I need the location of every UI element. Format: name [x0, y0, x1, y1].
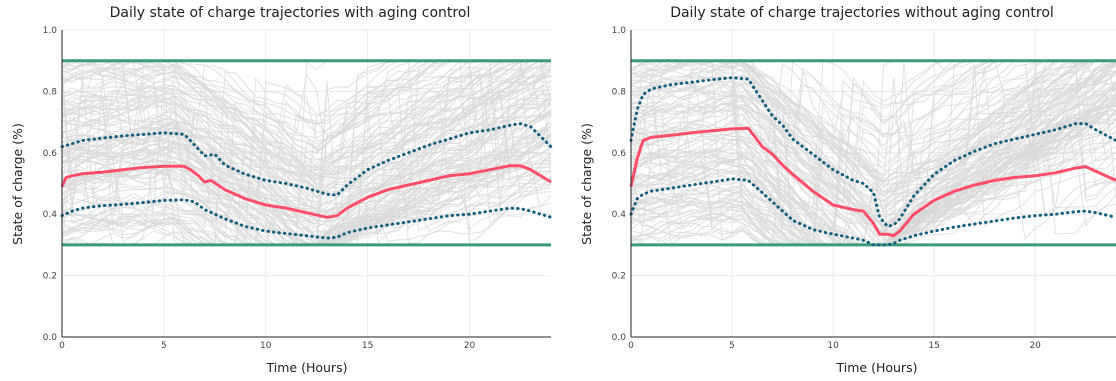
y-axis-label: State of charge (%) — [10, 123, 25, 245]
y-tick-label: 0.6 — [612, 149, 627, 159]
y-tick-label: 1.0 — [612, 26, 627, 36]
trajectory-line — [61, 60, 552, 182]
trajectory-line — [61, 60, 552, 229]
lower-bound-line — [629, 177, 1116, 247]
tick-labels: 0 5 10 15 20 0.0 0.2 0.4 0.6 0.8 1.0 — [43, 26, 476, 351]
axes — [630, 30, 1116, 338]
x-tick-label: 20 — [1029, 341, 1041, 351]
trajectory-line — [630, 63, 1116, 244]
trajectory-line — [630, 70, 1116, 213]
trajectory-line — [61, 60, 551, 245]
trajectory-line — [61, 83, 552, 198]
upper-bound-line — [60, 122, 553, 197]
series-lines — [629, 76, 1116, 247]
trajectory-line — [630, 59, 1116, 246]
y-tick-label: 0.8 — [43, 87, 58, 97]
trajectory-line — [630, 60, 1116, 184]
y-tick-label: 0.0 — [612, 333, 627, 343]
y-tick-label: 0.6 — [43, 149, 58, 159]
trajectory-line — [630, 60, 1116, 246]
mean-soc-line — [629, 126, 1116, 238]
trajectory-line — [61, 76, 552, 187]
x-tick-label: 5 — [729, 341, 735, 351]
trajectory-line — [61, 96, 552, 211]
y-tick-label: 1.0 — [43, 26, 58, 36]
y-tick-label: 0.4 — [43, 210, 58, 220]
y-tick-label: 0.2 — [43, 272, 57, 282]
trajectory-line — [62, 60, 551, 222]
y-axis-label: State of charge (%) — [579, 123, 594, 245]
y-tick-label: 0.4 — [612, 210, 627, 220]
x-tick-label: 15 — [362, 341, 373, 351]
trajectory-line — [630, 60, 1116, 246]
trajectory-line — [630, 98, 1116, 232]
mean-soc-line — [60, 164, 552, 219]
y-tick-label: 0.2 — [612, 272, 626, 282]
chart-with-aging-control: Daily state of charge trajectories with … — [10, 5, 553, 375]
x-tick-label: 5 — [161, 341, 167, 351]
y-tick-label: 0.8 — [612, 87, 627, 97]
x-axis-label: Time (Hours) — [266, 360, 348, 375]
trajectory-line — [630, 60, 1116, 152]
chart-title: Daily state of charge trajectories witho… — [670, 5, 1054, 21]
upper-bound-line — [629, 76, 1116, 228]
trajectory-line — [61, 60, 551, 187]
x-tick-label: 0 — [59, 341, 65, 351]
trajectory-line — [61, 60, 551, 204]
trajectory-line — [630, 60, 1116, 246]
x-tick-label: 15 — [928, 341, 939, 351]
lower-bound-line — [60, 198, 553, 240]
trajectory-line — [630, 60, 1116, 246]
trajectory-line — [61, 135, 552, 239]
chart-without-aging-control: Daily state of charge trajectories witho… — [579, 5, 1116, 375]
x-tick-label: 10 — [827, 341, 839, 351]
trajectory-line — [630, 61, 1116, 211]
x-axis-label: Time (Hours) — [836, 360, 918, 375]
axes — [61, 30, 551, 338]
trajectory-line — [61, 68, 552, 246]
trajectory-line — [630, 78, 1116, 215]
tick-labels: 0 5 10 15 20 0.0 0.2 0.4 0.6 0.8 1.0 — [612, 26, 1041, 351]
trajectory-line — [61, 60, 551, 163]
trajectory-lines — [61, 60, 552, 246]
trajectory-line — [61, 60, 552, 223]
x-tick-label: 10 — [260, 341, 272, 351]
trajectory-line — [61, 60, 551, 163]
trajectory-line — [630, 62, 1116, 207]
trajectory-line — [630, 60, 1116, 246]
trajectory-line — [61, 60, 551, 154]
series-lines — [60, 122, 553, 240]
trajectory-line — [61, 60, 552, 189]
x-tick-label: 0 — [628, 341, 634, 351]
trajectory-line — [630, 60, 1116, 201]
soc-limit-lines — [62, 59, 551, 247]
trajectory-line — [630, 60, 1116, 175]
y-tick-label: 0.0 — [43, 333, 58, 343]
chart-title: Daily state of charge trajectories with … — [110, 5, 471, 21]
x-tick-label: 20 — [464, 341, 476, 351]
